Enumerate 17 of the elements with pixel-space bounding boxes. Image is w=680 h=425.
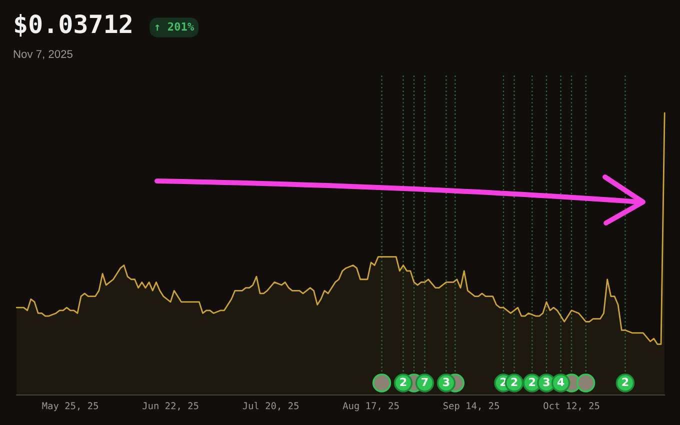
ref-line-label: 3 [443,378,450,386]
x-tick-label: May 25, 25 [42,402,98,412]
chart-title: $0.03712 [15,14,132,37]
ref-line-label: 7 [422,378,428,386]
x-tick-label: Jul 20, 25 [242,402,298,410]
x-tick-label: Oct 12, 25 [544,402,600,410]
ref-line-label: 2 [529,378,536,386]
ref-line-label: 2 [622,378,628,386]
chart-subtitle: Nov 7, 2025 [14,50,72,60]
ref-line-label: 2 [400,378,406,386]
text: ↑ 201% [155,22,194,31]
x-tick-label: Jun 22, 25 [142,402,198,410]
x-tick-label: Sep 14, 25 [443,402,499,412]
ref-line-label: 4 [557,378,564,386]
x-tick-label: Aug 17, 25 [342,402,399,412]
ref-line-label: 3 [543,378,550,386]
ref-line-label: 2 [511,378,518,386]
